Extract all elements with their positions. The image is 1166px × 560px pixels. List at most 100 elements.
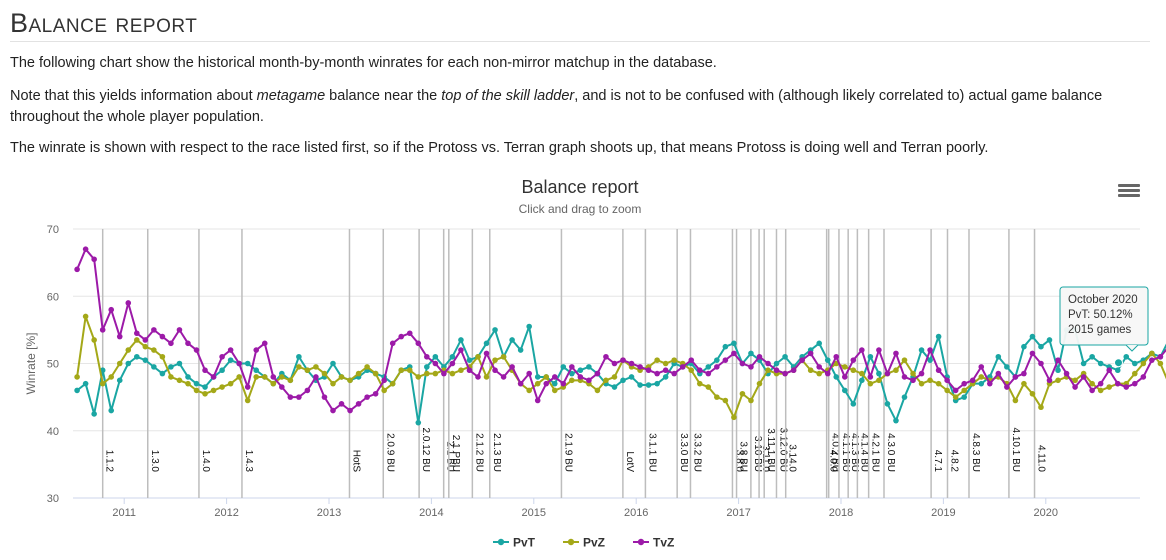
data-point (466, 357, 473, 363)
data-point (978, 380, 985, 387)
data-point (125, 347, 132, 353)
data-point (534, 397, 541, 404)
data-point (551, 380, 558, 387)
data-point (279, 384, 285, 390)
data-point (901, 374, 908, 380)
data-point (321, 394, 328, 400)
y-tick-label: 30 (47, 493, 59, 505)
data-point (193, 347, 200, 353)
data-point (270, 380, 277, 387)
data-point (1106, 367, 1113, 374)
data-point (637, 382, 643, 388)
data-point (714, 357, 720, 363)
data-point (935, 333, 942, 340)
data-point (594, 387, 601, 394)
data-point (620, 377, 626, 384)
data-point (176, 327, 183, 333)
data-point (168, 340, 174, 347)
data-point (389, 340, 396, 347)
data-point (1046, 337, 1053, 343)
data-point (432, 360, 439, 367)
data-point (876, 377, 882, 384)
data-point (500, 374, 507, 380)
data-point (1089, 380, 1095, 387)
data-point (722, 357, 729, 363)
data-point (253, 367, 260, 374)
legend-label-tvz[interactable]: TvZ (653, 536, 674, 550)
note-text-a: Note that this yields information about (10, 88, 257, 104)
data-point (1072, 377, 1078, 384)
data-point (82, 380, 89, 387)
data-point (449, 360, 456, 367)
data-point (739, 360, 746, 367)
data-point (415, 419, 422, 426)
data-point (807, 367, 814, 374)
data-point (799, 357, 805, 363)
data-point (219, 353, 225, 360)
data-point (628, 374, 635, 380)
data-point (850, 401, 857, 407)
data-point (1038, 343, 1044, 350)
data-point (74, 266, 80, 273)
data-point (731, 414, 737, 421)
data-point (918, 370, 925, 377)
data-point (782, 353, 788, 360)
data-point (261, 374, 268, 380)
data-point (1080, 374, 1087, 380)
data-point (645, 382, 652, 388)
hamburger-menu-icon[interactable] (1118, 182, 1140, 200)
data-point (662, 360, 669, 367)
data-point (99, 380, 106, 387)
legend-label-pvt[interactable]: PvT (513, 536, 536, 550)
data-point (227, 357, 234, 363)
data-point (304, 387, 311, 394)
tooltip-point (1113, 358, 1123, 368)
data-point (338, 401, 345, 407)
data-point (287, 377, 294, 384)
patch-label: 3.3.2 BU (691, 433, 702, 472)
data-point (381, 387, 387, 394)
data-point (492, 327, 498, 333)
explain-paragraph: The winrate is shown with respect to the… (10, 140, 989, 156)
data-point (526, 387, 532, 394)
data-point (841, 374, 848, 380)
data-point (492, 367, 498, 374)
balance-chart[interactable]: Balance report Click and drag to zoom 30 40… (0, 170, 1166, 560)
chart-svg[interactable]: Balance report Click and drag to zoom 30 40… (0, 170, 1166, 560)
y-tick-label: 50 (47, 359, 59, 371)
x-tick-label: 2019 (931, 507, 955, 519)
series-tvz (74, 246, 1166, 414)
data-point (244, 360, 251, 367)
data-point (168, 374, 174, 380)
data-point (867, 380, 874, 387)
data-point (449, 370, 456, 377)
data-point (543, 380, 550, 387)
data-point (134, 353, 140, 360)
tooltip-value: PvT: 50.12% (1068, 309, 1133, 321)
data-point (185, 380, 191, 387)
legend-label-pvz[interactable]: PvZ (583, 536, 605, 550)
data-point (867, 353, 874, 360)
data-point (986, 380, 993, 387)
data-point (790, 367, 797, 374)
data-point (466, 367, 473, 374)
x-tick-label: 2016 (624, 507, 648, 519)
patch-label: HotS (350, 450, 361, 473)
patch-label: 3.11.0 (760, 445, 771, 472)
data-point (355, 401, 362, 407)
data-point (526, 370, 532, 377)
data-point (696, 367, 703, 374)
data-point (185, 374, 191, 380)
data-point (99, 327, 106, 333)
data-point (1012, 397, 1019, 404)
patch-label: 2.1.2 BU (473, 433, 484, 472)
legend-marker (567, 538, 575, 546)
y-tick-label: 70 (47, 224, 59, 236)
data-point (1046, 377, 1053, 384)
data-point (1097, 360, 1104, 367)
data-point (91, 256, 97, 263)
data-point (219, 367, 225, 374)
patch-label: 2.0.12 BU (420, 428, 431, 472)
data-point (1131, 370, 1138, 377)
data-point (398, 333, 405, 340)
